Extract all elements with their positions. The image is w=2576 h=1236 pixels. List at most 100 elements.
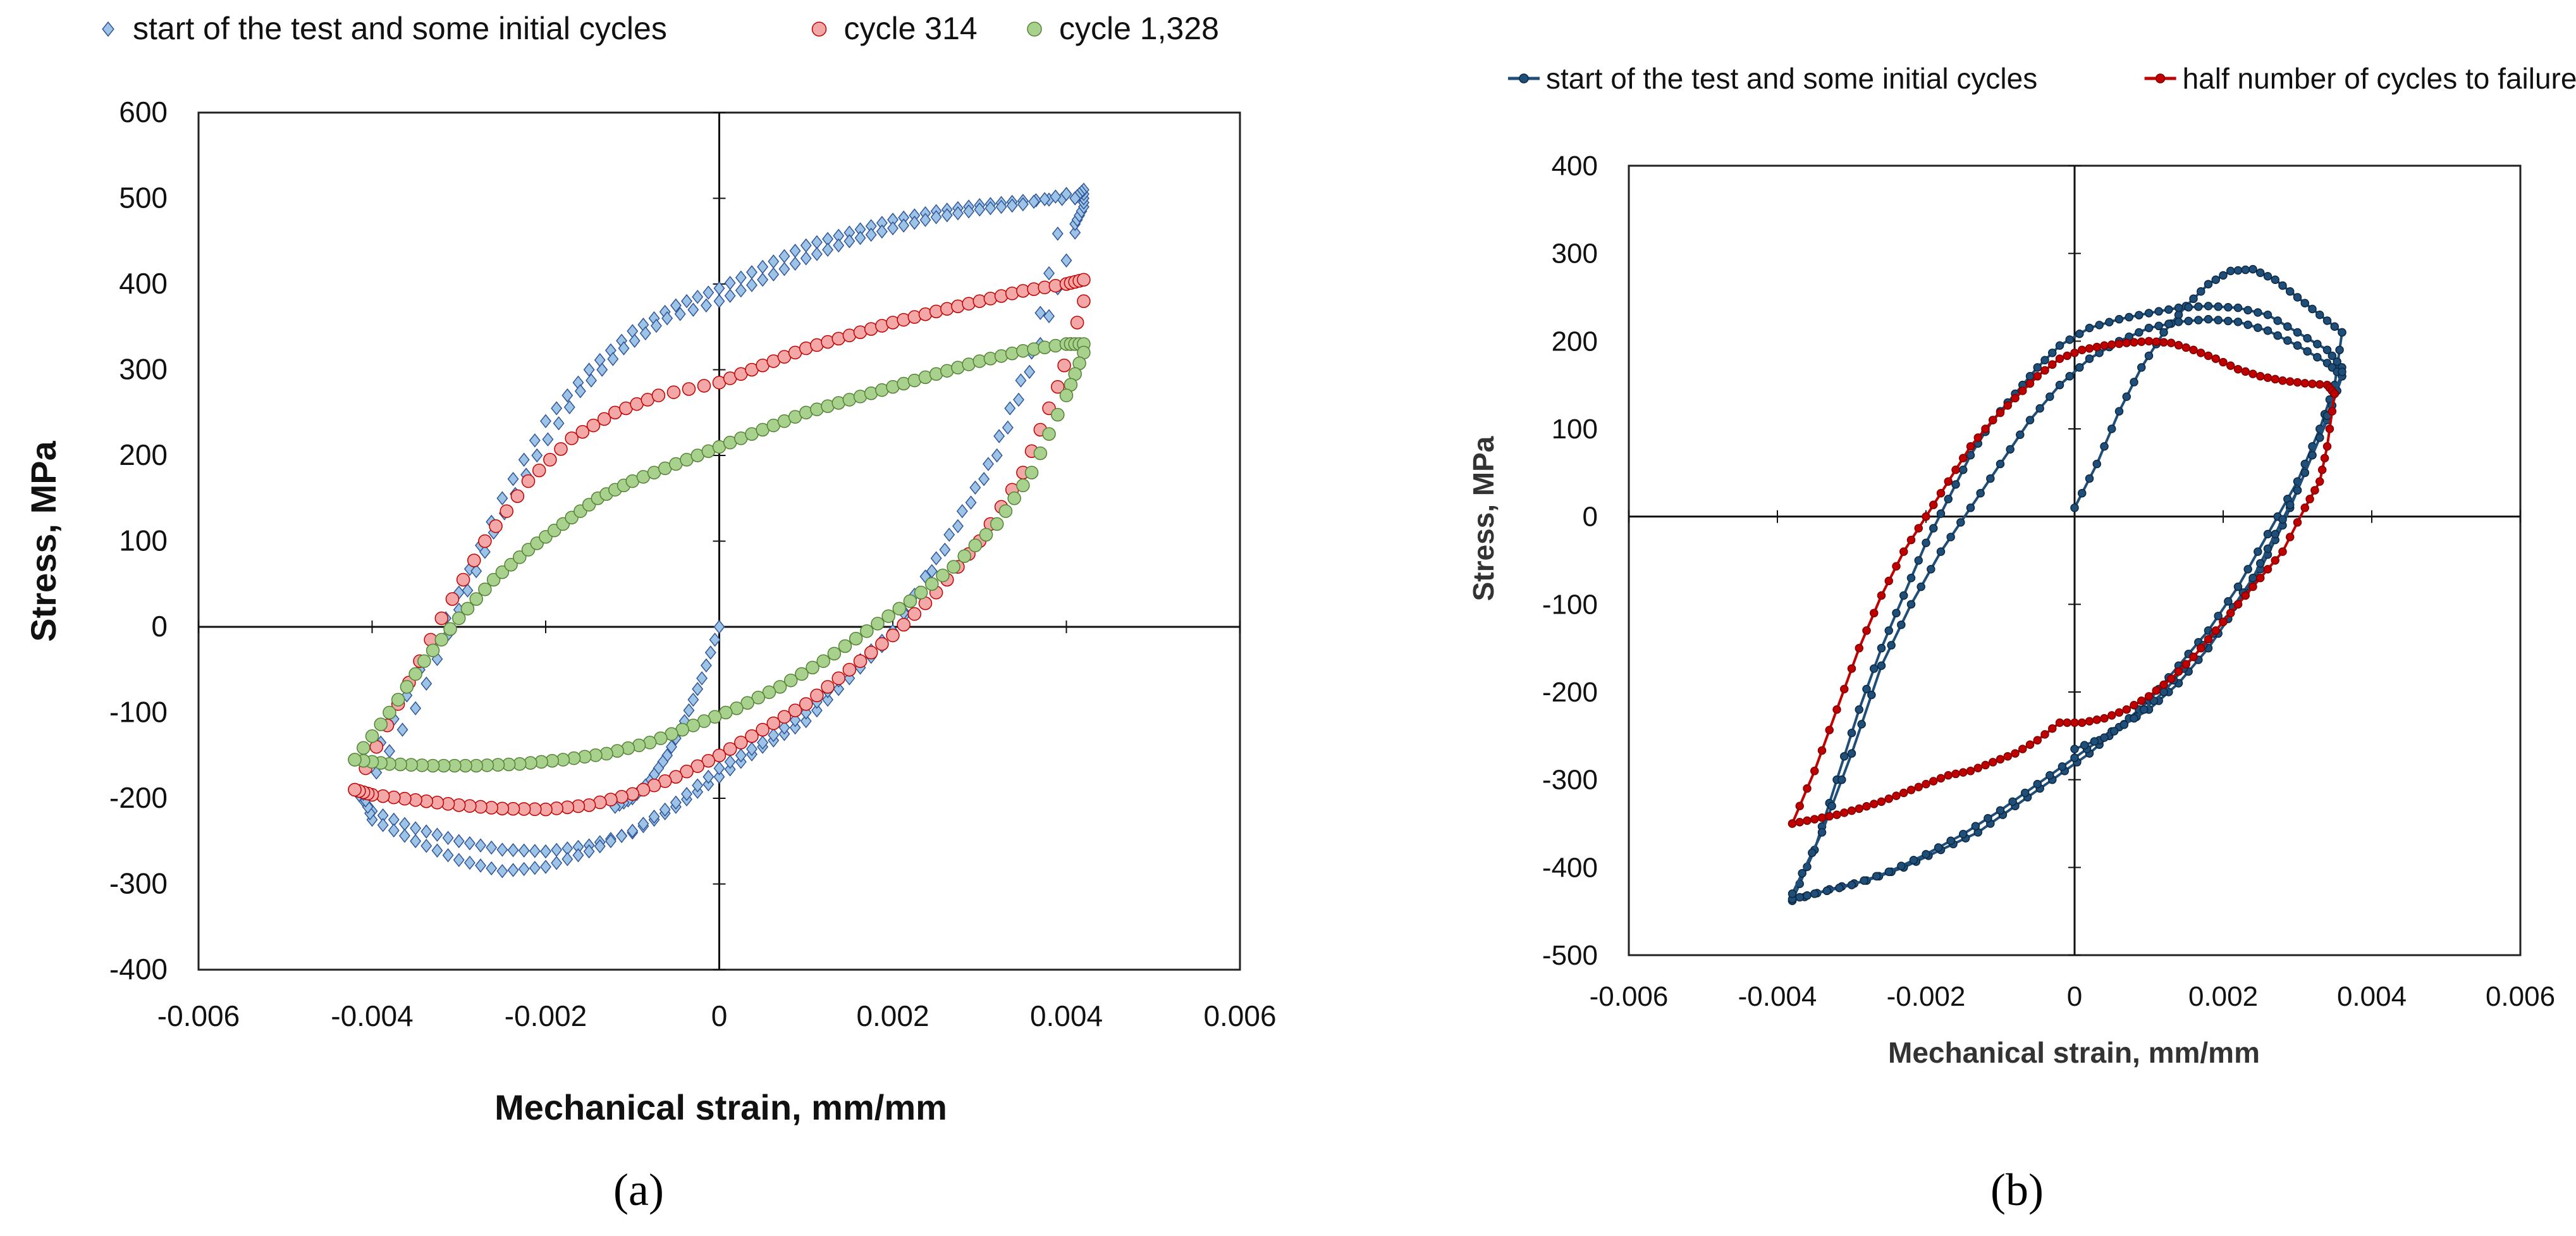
data-point xyxy=(357,741,371,755)
data-point xyxy=(2211,626,2220,635)
data-point xyxy=(2164,319,2173,328)
data-point xyxy=(1884,794,1893,803)
data-point xyxy=(907,607,922,621)
data-point xyxy=(2130,378,2138,386)
data-point xyxy=(1810,815,1819,824)
data-point xyxy=(2092,459,2101,469)
data-point xyxy=(445,592,460,606)
data-point xyxy=(1808,848,1817,857)
data-point xyxy=(2286,533,2295,541)
data-point xyxy=(1936,488,1946,498)
data-point xyxy=(2278,281,2287,290)
data-point xyxy=(2125,312,2133,322)
data-point xyxy=(532,463,546,478)
data-point xyxy=(1897,862,1906,870)
data-point xyxy=(2204,314,2213,324)
data-point xyxy=(1899,547,1908,556)
data-point xyxy=(365,729,379,743)
data-point xyxy=(1959,768,1968,777)
legend-marker-swatch xyxy=(1519,73,1529,83)
data-point xyxy=(700,658,712,673)
data-point xyxy=(1840,808,1849,817)
data-point xyxy=(400,680,414,694)
data-point xyxy=(420,839,432,853)
series-line xyxy=(1791,304,2343,901)
panel-a-legend: start of the test and some initial cycle… xyxy=(102,11,1219,46)
data-point xyxy=(1976,488,1985,498)
data-point xyxy=(2293,486,2302,495)
data-point xyxy=(383,705,396,720)
data-point xyxy=(702,285,715,300)
data-point xyxy=(2085,354,2094,363)
data-point xyxy=(583,844,595,859)
data-point xyxy=(2286,287,2295,296)
data-point xyxy=(2003,401,2012,410)
data-point xyxy=(1788,819,1797,828)
data-point xyxy=(800,714,812,729)
data-point xyxy=(1017,197,1029,212)
data-point xyxy=(968,538,983,553)
data-point xyxy=(2144,351,2154,361)
panel-b-x-ticks: -0.006 -0.004 -0.002 0 0.002 0.004 0.006 xyxy=(1590,981,2555,1012)
data-point xyxy=(2219,617,2228,626)
data-point xyxy=(723,742,737,756)
data-point xyxy=(561,852,573,867)
data-point xyxy=(348,782,362,797)
data-point xyxy=(1052,226,1064,241)
data-point xyxy=(2248,582,2257,591)
data-point xyxy=(1909,856,1918,865)
data-point xyxy=(1914,782,1923,791)
data-point xyxy=(1922,779,1930,789)
data-point xyxy=(2080,741,2089,750)
data-point xyxy=(2016,430,2025,439)
data-point xyxy=(768,727,780,743)
data-point xyxy=(702,777,715,792)
data-point xyxy=(777,710,792,724)
legend-marker-swatch xyxy=(811,22,827,37)
data-point xyxy=(417,654,431,668)
data-point xyxy=(1872,872,1881,881)
data-point xyxy=(2130,714,2138,723)
data-point xyxy=(2219,357,2228,367)
y-tick-label: -200 xyxy=(1542,677,1598,708)
data-point xyxy=(2330,389,2339,399)
data-point xyxy=(2130,701,2138,710)
data-point xyxy=(2174,341,2183,350)
y-tick-label: -400 xyxy=(109,953,168,986)
data-point xyxy=(2308,304,2317,314)
data-point xyxy=(696,671,708,686)
data-point xyxy=(2167,674,2176,683)
data-point xyxy=(348,753,362,767)
data-point xyxy=(443,622,457,636)
data-point xyxy=(811,235,823,250)
data-point xyxy=(2278,515,2287,524)
y-tick-label: 0 xyxy=(151,610,168,643)
data-point xyxy=(2065,372,2074,381)
data-point xyxy=(2003,751,2012,761)
data-point xyxy=(680,764,694,779)
data-point xyxy=(2197,349,2205,357)
data-point xyxy=(1927,565,1935,574)
data-point xyxy=(479,545,491,559)
data-point xyxy=(2114,314,2124,324)
x-tick-label: 0.002 xyxy=(2188,981,2258,1012)
data-point xyxy=(2305,495,2314,504)
data-point xyxy=(2330,322,2339,331)
data-point xyxy=(789,244,801,258)
data-point xyxy=(518,862,530,876)
data-point xyxy=(2214,302,2223,311)
data-point xyxy=(651,318,662,333)
data-point xyxy=(518,452,530,467)
data-point xyxy=(2256,268,2265,277)
panel-b-x-axis-title: Mechanical strain, mm/mm xyxy=(1888,1036,2260,1069)
data-point xyxy=(1015,373,1027,388)
data-point xyxy=(2008,797,2017,806)
data-point xyxy=(2322,442,2332,451)
data-point xyxy=(2085,474,2094,483)
data-point xyxy=(504,558,518,572)
data-point xyxy=(788,703,802,717)
data-point xyxy=(876,224,888,239)
data-point xyxy=(2226,266,2235,276)
data-point xyxy=(1870,800,1879,808)
data-point xyxy=(2100,341,2109,350)
